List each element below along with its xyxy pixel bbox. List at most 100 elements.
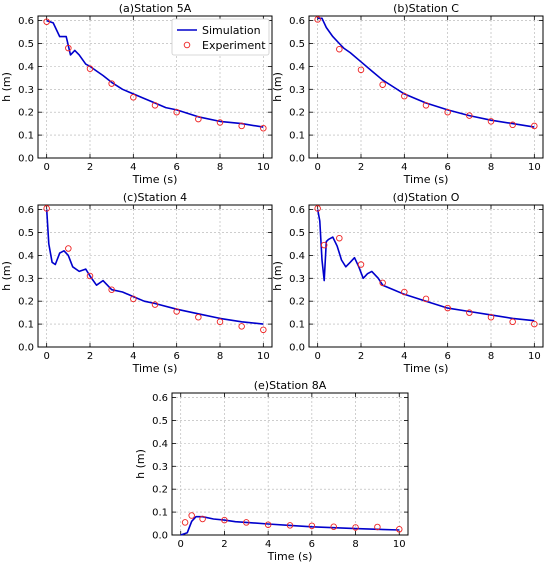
experiment-point [264, 521, 272, 528]
experiment-point [396, 526, 403, 533]
experiment-point [86, 65, 94, 72]
experiment-point [243, 519, 250, 526]
y-tick-label: 0.6 [18, 16, 34, 27]
experiment-point [314, 16, 321, 23]
y-tick-label: 0.0 [18, 343, 34, 354]
panel-title: (c)Station 4 [123, 191, 187, 204]
y-tick-label: 0.5 [18, 39, 34, 50]
experiment-point [330, 523, 337, 531]
experiment-point [336, 45, 343, 53]
x-tick-label: 4 [401, 162, 407, 173]
experiment-point [260, 124, 267, 132]
y-tick-label: 0.5 [289, 39, 305, 50]
experiment-point [130, 295, 137, 303]
experiment-point [531, 320, 538, 328]
panel-title: (a)Station 5A [119, 2, 192, 15]
experiment-point [216, 318, 224, 326]
x-tick-label: 10 [528, 162, 541, 173]
experiment-point [422, 102, 430, 109]
experiment-point [173, 108, 180, 116]
experiment-point [401, 288, 408, 296]
x-tick-label: 6 [173, 351, 179, 362]
experiment-point [260, 326, 267, 334]
experiment-point [336, 234, 343, 242]
experiment-point [188, 512, 195, 519]
x-tick-label: 4 [130, 162, 136, 173]
y-tick-label: 0.3 [289, 85, 305, 96]
simulation-line [316, 209, 535, 322]
experiment-point [199, 515, 206, 523]
panel-1: 0 2 4 6 8 10 0.0 0.1 0.2 0.3 0.4 0.5 0.6 (a)Station 5… [0, 2, 273, 186]
experiment-point [43, 205, 50, 212]
experiment-point [195, 115, 202, 123]
y-tick-label: 0.2 [289, 108, 305, 119]
experiment-point [221, 516, 228, 524]
experiment-point [65, 44, 72, 52]
experiment-point [422, 295, 430, 303]
y-tick-label: 0.0 [152, 531, 168, 542]
experiment-point [195, 313, 202, 321]
y-tick-label: 0.3 [152, 462, 168, 473]
y-axis-label: h (m) [271, 72, 284, 102]
plot-frame [37, 204, 273, 348]
experiment-point [314, 205, 321, 212]
experiment-point [151, 102, 159, 109]
x-tick-label: 6 [444, 162, 450, 173]
y-tick-label: 0.4 [18, 62, 34, 73]
legend-simulation-label: Simulation [202, 24, 261, 37]
experiment-point [130, 94, 137, 101]
experiment-point [374, 523, 381, 531]
panel-3: 0 2 4 6 8 10 0.0 0.1 0.2 0.3 0.4 0.5 0.6 (c)Station 4… [0, 191, 273, 375]
x-tick-label: 4 [130, 351, 136, 362]
y-tick-label: 0.1 [18, 320, 34, 331]
simulation-line [46, 19, 264, 128]
experiment-point [43, 18, 50, 25]
y-tick-label: 0.4 [18, 251, 34, 262]
y-tick-label: 0.2 [289, 297, 305, 308]
y-tick-label: 0.1 [289, 131, 305, 142]
x-tick-label: 2 [358, 162, 364, 173]
x-axis-label: Time (s) [132, 362, 178, 375]
x-tick-label: 10 [528, 351, 541, 362]
legend-experiment-label: Experiment [202, 39, 266, 52]
x-tick-label: 0 [43, 351, 49, 362]
experiment-point [509, 121, 516, 129]
legend-box [171, 18, 270, 56]
y-tick-label: 0.4 [289, 62, 305, 73]
experiment-point [487, 313, 495, 321]
experiment-point [379, 81, 386, 88]
x-tick-label: 2 [87, 351, 93, 362]
y-axis-label: h (m) [0, 261, 13, 291]
y-tick-label: 0.4 [152, 439, 168, 450]
simulation-line [180, 515, 400, 536]
panel-title: (e)Station 8A [254, 379, 327, 392]
x-tick-label: 2 [87, 162, 93, 173]
x-axis-label: Time (s) [132, 173, 178, 186]
simulation-line [317, 17, 535, 128]
x-tick-label: 0 [43, 162, 49, 173]
x-tick-label: 0 [178, 539, 184, 550]
x-axis-label: Time (s) [403, 362, 449, 375]
y-tick-label: 0.1 [289, 320, 305, 331]
x-tick-label: 8 [352, 539, 358, 550]
experiment-point [308, 522, 316, 530]
x-tick-label: 2 [221, 539, 227, 550]
legend: Simulation Experiment [171, 18, 270, 56]
experiment-point [108, 286, 115, 293]
plot-frame [308, 15, 544, 159]
y-tick-label: 0.4 [289, 251, 305, 262]
x-tick-label: 10 [393, 539, 406, 550]
y-tick-label: 0.6 [152, 393, 168, 404]
experiment-point [531, 122, 538, 130]
experiment-point [357, 261, 365, 268]
panel-2: 0 2 4 6 8 10 0.0 0.1 0.2 0.3 0.4 0.5 0.6 (b)Station C… [271, 2, 544, 186]
experiment-point [466, 309, 473, 316]
experiment-point [108, 80, 115, 87]
y-tick-label: 0.3 [18, 274, 34, 285]
experiment-point [379, 279, 386, 287]
y-axis-label: h (m) [0, 72, 13, 102]
experiment-point [401, 92, 408, 100]
experiment-point [238, 122, 245, 130]
panel-title: (b)Station C [393, 2, 459, 15]
y-tick-label: 0.3 [289, 274, 305, 285]
